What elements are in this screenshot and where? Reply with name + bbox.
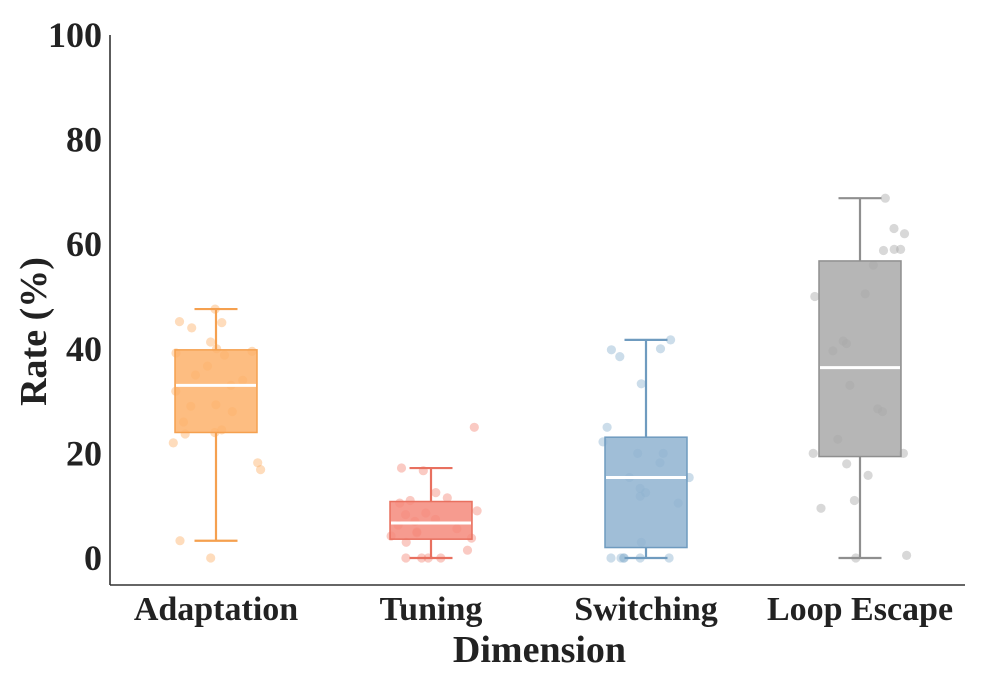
y-tick-label: 20 — [66, 433, 102, 473]
box-adaptation — [174, 307, 258, 542]
box-tuning — [389, 466, 473, 560]
y-tick-labels: 0 20 40 60 80 100 — [48, 15, 102, 578]
data-point — [666, 335, 676, 345]
data-point — [816, 503, 826, 513]
data-point — [619, 553, 629, 563]
data-point — [206, 553, 216, 563]
box-iqr — [604, 436, 688, 549]
data-point — [878, 245, 889, 256]
data-point — [174, 317, 185, 327]
data-point — [606, 553, 616, 563]
data-point — [902, 550, 912, 561]
data-point — [469, 422, 479, 432]
boxes-layer — [174, 197, 902, 560]
data-point — [664, 553, 674, 563]
data-point — [401, 537, 411, 547]
data-point — [472, 506, 482, 516]
data-point — [175, 536, 185, 546]
data-point — [615, 352, 625, 362]
box-loop-escape — [818, 197, 902, 560]
data-point — [606, 345, 617, 355]
data-point — [187, 323, 197, 333]
y-axis-title: Rate (%) — [13, 257, 55, 406]
box-iqr — [389, 500, 473, 540]
y-tick-label: 100 — [48, 15, 102, 55]
x-axis-title: Dimension — [453, 629, 626, 671]
data-point — [636, 379, 646, 389]
x-category-label: Loop Escape — [767, 591, 953, 628]
data-point — [256, 465, 266, 475]
data-point — [863, 470, 873, 480]
data-point — [889, 223, 899, 234]
data-point — [849, 495, 860, 506]
box-iqr — [174, 349, 258, 434]
data-point — [842, 459, 852, 469]
data-point — [616, 553, 626, 563]
y-tick-label: 80 — [66, 120, 102, 160]
data-point — [889, 244, 899, 254]
y-tick-label: 0 — [84, 538, 102, 578]
data-point — [896, 244, 906, 254]
data-point — [808, 448, 818, 458]
data-point — [619, 553, 629, 563]
box-switching — [604, 338, 688, 560]
box-iqr — [818, 260, 902, 458]
x-category-label: Adaptation — [134, 591, 298, 628]
y-tick-label: 60 — [66, 224, 102, 264]
data-point — [899, 229, 910, 239]
x-category-labels: Adaptation Tuning Switching Loop Escape — [134, 591, 953, 628]
data-point — [880, 193, 890, 203]
axes-layer — [109, 35, 965, 586]
x-category-label: Switching — [574, 591, 718, 628]
data-point — [401, 553, 411, 563]
data-point — [206, 337, 216, 347]
data-point — [168, 438, 178, 448]
data-point — [253, 458, 263, 468]
data-point — [655, 344, 666, 354]
data-point — [217, 318, 227, 328]
jitter-points-layer — [168, 193, 912, 563]
data-point — [462, 545, 473, 555]
data-point — [396, 463, 407, 473]
y-tick-label: 40 — [66, 329, 102, 369]
data-point — [442, 493, 452, 503]
x-category-label: Tuning — [380, 591, 483, 628]
data-point — [431, 488, 441, 498]
data-point — [602, 422, 612, 432]
data-point — [810, 291, 820, 302]
